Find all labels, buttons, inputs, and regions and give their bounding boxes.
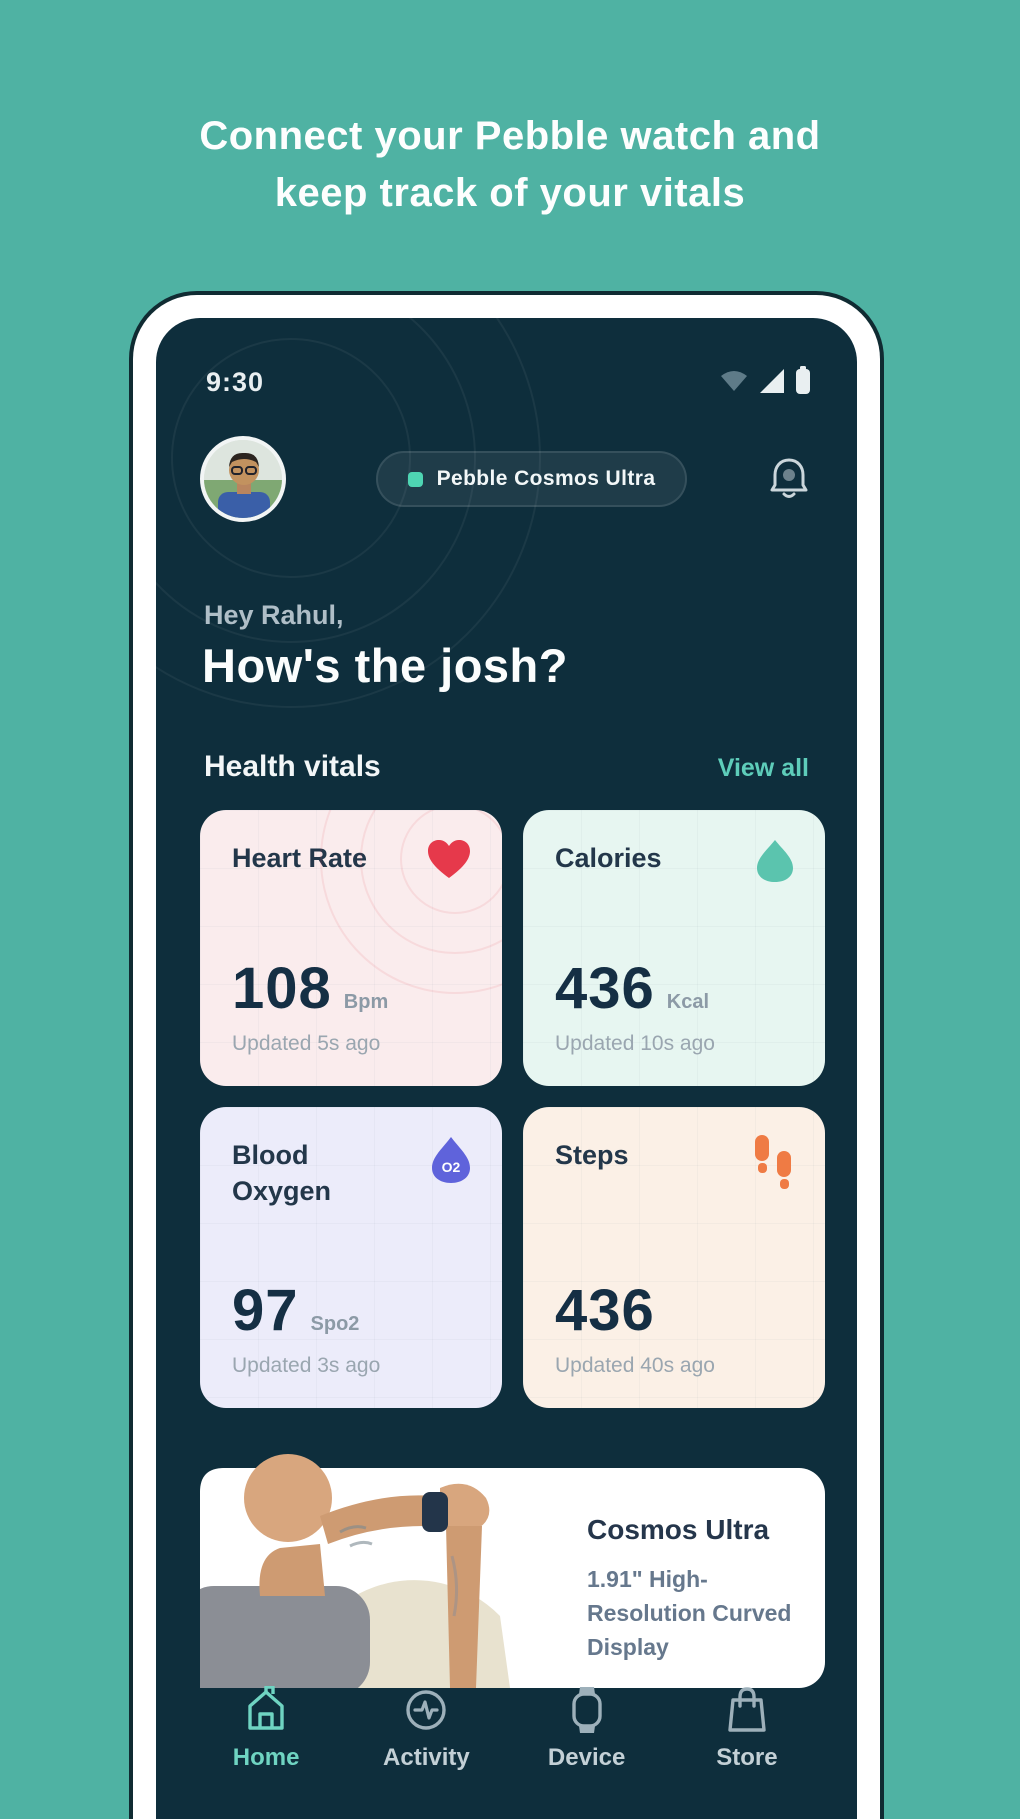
device-icon [571,1687,602,1733]
nav-item-activity[interactable]: Activity [366,1686,486,1819]
metric-unit: Spo2 [310,1313,360,1335]
oxygen-drop-icon: O2 [430,1135,472,1190]
view-all-link[interactable]: View all [717,754,809,782]
steps-card[interactable]: Steps 436 Updated 40s ago [523,1107,825,1408]
metric-updated: Updated 10s ago [555,1032,715,1055]
vitals-section-title: Health vitals [204,750,381,783]
calories-card[interactable]: Calories 436 Kcal Updated 10s ago [523,810,825,1086]
metric-unit: Kcal [666,991,710,1013]
bottom-navigation: Home Activity Device [156,1686,857,1819]
nav-item-device[interactable]: Device [527,1686,647,1819]
metric-value: 108 [232,956,332,1021]
cellular-signal-icon [758,368,786,399]
app-header: Pebble Cosmos Ultra [200,436,813,522]
connection-status-dot [407,471,423,487]
card-title: Blood Oxygen [232,1140,332,1206]
card-metrics: 436 Updated 40s ago [555,1277,715,1378]
card-metrics: 108 Bpm Updated 5s ago [232,955,388,1056]
card-metrics: 436 Kcal Updated 10s ago [555,955,715,1056]
hero-title-line1: Connect your Pebble watch and [199,114,821,158]
promo-banner[interactable]: Cosmos Ultra 1.91" High-Resolution Curve… [200,1436,825,1688]
home-icon [248,1686,284,1730]
user-profile-photo [204,440,282,518]
heart-rate-card[interactable]: Heart Rate 108 Bpm Updated 5s ago [200,810,502,1086]
blood-oxygen-card[interactable]: Blood Oxygen O2 97 Spo2 Updated 3s ago [200,1107,502,1408]
promo-title: Cosmos Ultra [587,1514,770,1545]
metric-updated: Updated 5s ago [232,1032,381,1055]
hero-title-line2: keep track of your vitals [274,171,746,215]
wifi-icon [719,368,749,399]
promo-photo [200,1436,590,1688]
connected-device-badge[interactable]: Pebble Cosmos Ultra [375,451,688,507]
battery-icon [795,366,811,399]
metric-updated: Updated 3s ago [232,1354,381,1377]
store-icon [728,1687,766,1732]
notifications-button[interactable] [765,455,813,503]
connected-device-name: Pebble Cosmos Ultra [436,467,656,490]
footsteps-icon [751,1135,795,1194]
nav-item-store[interactable]: Store [687,1686,807,1819]
avatar[interactable] [200,436,286,522]
vitals-section-header: Health vitals View all [204,750,809,784]
headline-text: How's the josh? [202,639,568,692]
metric-unit: Bpm [343,991,389,1013]
nav-label: Store [716,1744,778,1771]
phone-mockup: 9:30 [133,295,880,1819]
metric-updated: Updated 40s ago [555,1354,715,1377]
card-metrics: 97 Spo2 Updated 3s ago [232,1277,380,1378]
nav-label: Device [547,1744,626,1771]
status-icons [719,366,811,399]
greeting-text: Hey Rahul, [204,600,344,630]
metric-value: 436 [555,1278,655,1343]
card-title: Steps [555,1140,629,1170]
nav-item-home[interactable]: Home [206,1686,326,1819]
promo-text: Cosmos Ultra 1.91" High-Resolution Curve… [587,1514,797,1664]
card-title: Calories [555,843,662,873]
promo-subtitle: 1.91" High-Resolution Curved Display [587,1566,792,1660]
metric-value: 97 [232,1278,299,1343]
heart-icon [426,838,472,885]
phone-screen: 9:30 [156,318,857,1819]
activity-icon [406,1690,447,1730]
notification-bell-icon [770,458,808,498]
hero-title: Connect your Pebble watch and keep track… [0,108,1020,222]
metric-value: 436 [555,956,655,1021]
svg-text:O2: O2 [442,1159,461,1175]
status-time: 9:30 [206,367,265,397]
nav-label: Home [232,1744,300,1771]
status-bar: 9:30 [206,366,811,399]
nav-label: Activity [383,1744,470,1771]
calorie-drop-icon [755,838,795,889]
